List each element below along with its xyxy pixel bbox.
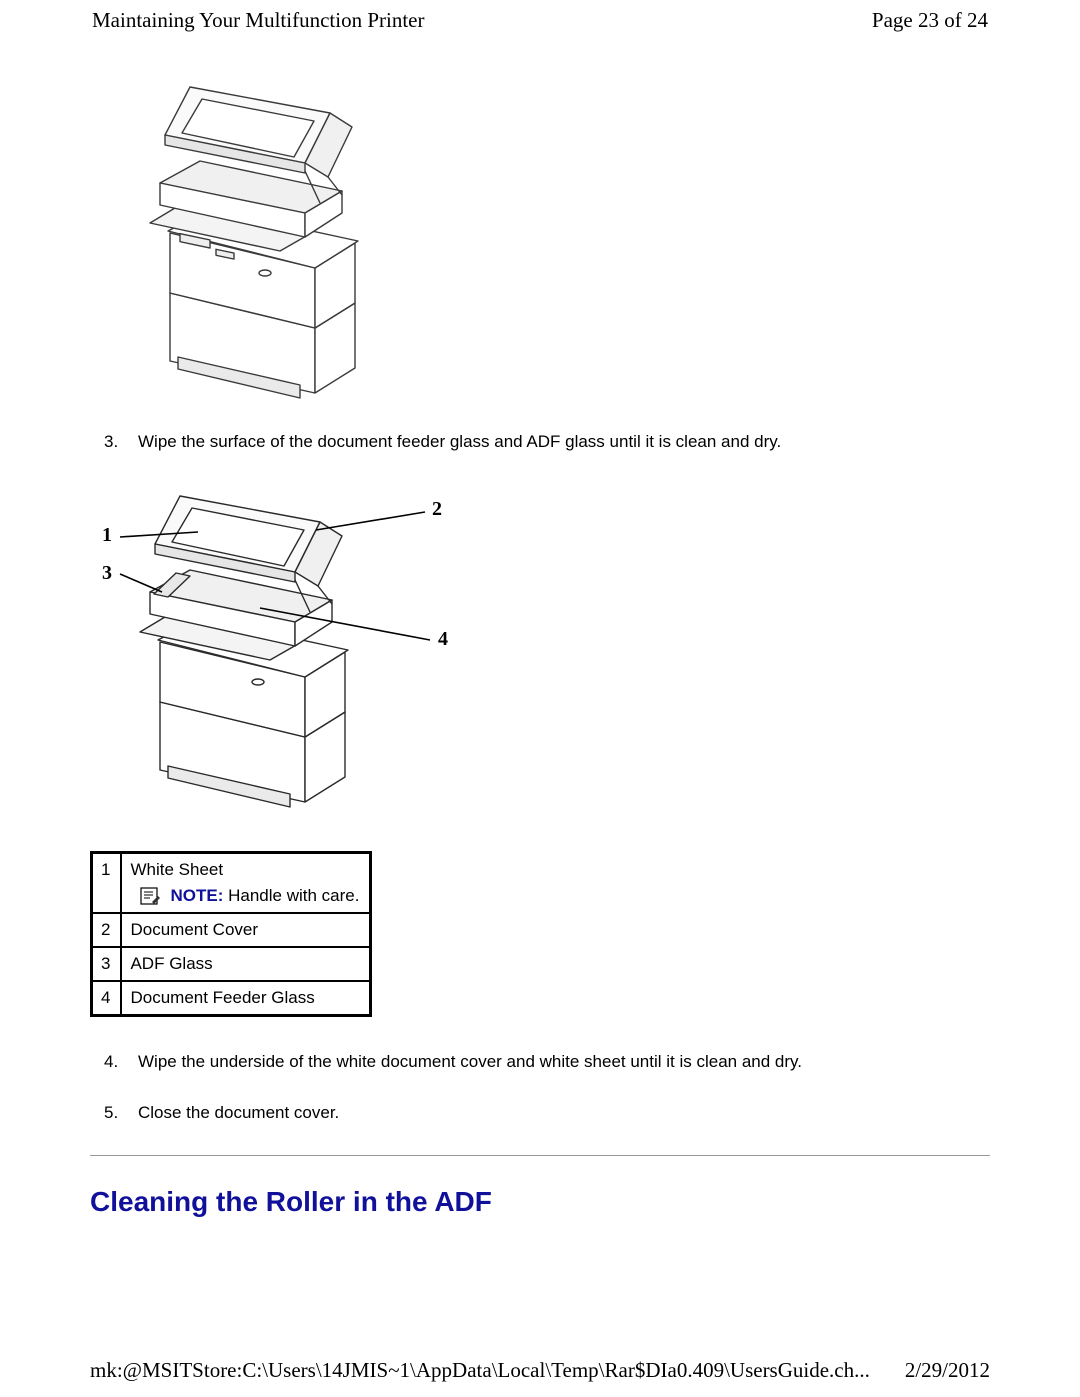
- note-label: NOTE:: [170, 886, 223, 905]
- page-number: Page 23 of 24: [872, 8, 988, 33]
- doc-title: Maintaining Your Multifunction Printer: [92, 8, 425, 33]
- step-3: 3. Wipe the surface of the document feed…: [90, 431, 990, 454]
- footer-path: mk:@MSITStore:C:\Users\14JMIS~1\AppData\…: [90, 1358, 870, 1383]
- illustration-printer-open: [130, 73, 990, 403]
- callout-4: 4: [438, 628, 448, 651]
- legend-num-3: 3: [92, 947, 122, 981]
- step-3-number: 3.: [104, 431, 118, 454]
- step-5-number: 5.: [104, 1102, 118, 1125]
- step-4-text: Wipe the underside of the white document…: [138, 1052, 802, 1071]
- legend-num-4: 4: [92, 981, 122, 1016]
- legend-num-2: 2: [92, 913, 122, 947]
- legend-table: 1 White Sheet NOTE:: [90, 851, 372, 1017]
- step-3-text: Wipe the surface of the document feeder …: [138, 432, 781, 451]
- legend-cell-1: White Sheet NOTE: Handle with car: [121, 852, 370, 913]
- illustration-printer-callouts: 1 2 3 4: [90, 482, 990, 817]
- legend-label-4: Document Feeder Glass: [121, 981, 370, 1016]
- table-row: 2 Document Cover: [92, 913, 371, 947]
- legend-label-3: ADF Glass: [121, 947, 370, 981]
- legend-num-1: 1: [92, 852, 122, 913]
- step-5: 5. Close the document cover.: [90, 1102, 990, 1125]
- note-icon: [140, 886, 162, 906]
- legend-label-1: White Sheet: [130, 860, 223, 879]
- table-row: 4 Document Feeder Glass: [92, 981, 371, 1016]
- section-heading: Cleaning the Roller in the ADF: [90, 1186, 990, 1218]
- step-5-text: Close the document cover.: [138, 1103, 339, 1122]
- step-4-number: 4.: [104, 1051, 118, 1074]
- footer-date: 2/29/2012: [905, 1358, 990, 1383]
- callout-1: 1: [102, 524, 112, 547]
- legend-note: NOTE: Handle with care.: [140, 886, 359, 906]
- step-4: 4. Wipe the underside of the white docum…: [90, 1051, 990, 1074]
- note-text: Handle with care.: [228, 886, 359, 905]
- table-row: 3 ADF Glass: [92, 947, 371, 981]
- callout-3: 3: [102, 562, 112, 585]
- table-row: 1 White Sheet NOTE:: [92, 852, 371, 913]
- legend-label-2: Document Cover: [121, 913, 370, 947]
- section-divider: [90, 1155, 990, 1156]
- callout-2: 2: [432, 498, 442, 521]
